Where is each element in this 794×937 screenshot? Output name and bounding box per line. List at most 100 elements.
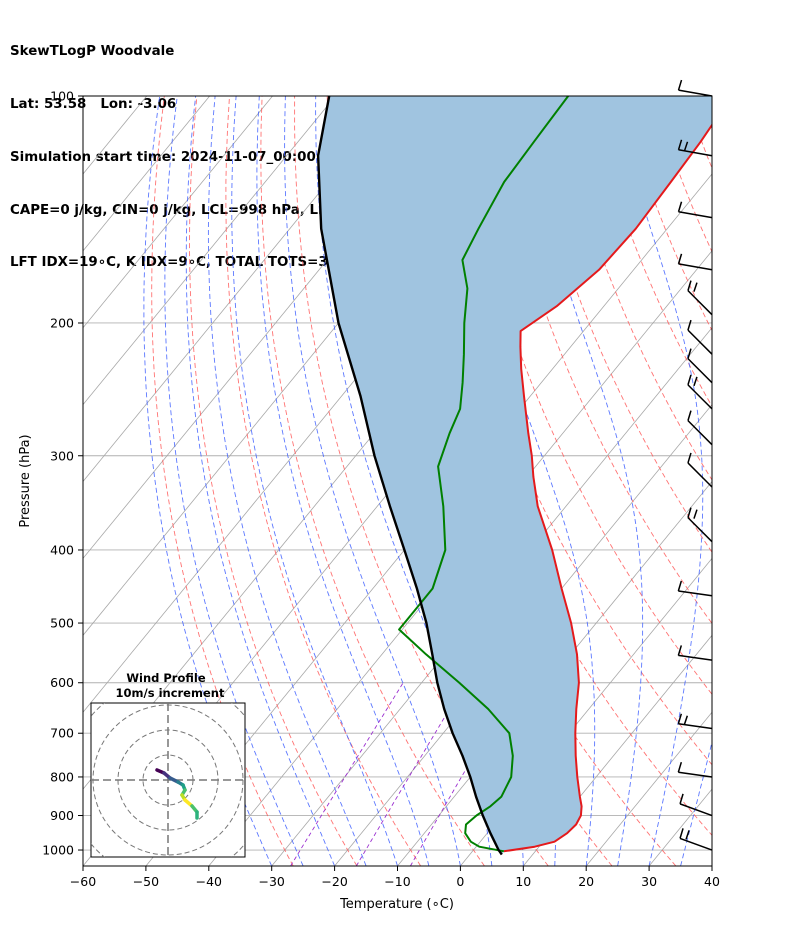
barb-staff	[687, 358, 713, 384]
y-tick-label: 200	[50, 315, 74, 330]
dry-adiabat	[151, 96, 294, 866]
wind-barb	[687, 507, 713, 543]
dry-adiabat	[652, 96, 712, 253]
y-tick-label: 100	[50, 89, 74, 104]
x-tick-label: 20	[578, 874, 594, 889]
wind-barb	[687, 319, 713, 355]
dry-adiabat	[260, 96, 485, 866]
x-tick-label: 0	[456, 874, 464, 889]
isotherm	[711, 865, 712, 866]
dewpoint-line	[398, 96, 570, 853]
dry-adiabat	[225, 96, 422, 866]
inset-title: Wind Profile	[126, 671, 206, 685]
barb-staff	[679, 803, 713, 817]
wind-barb	[687, 410, 713, 446]
wind-barb	[677, 201, 713, 219]
mixing-ratio-line	[355, 682, 466, 866]
wind-barbs	[677, 79, 713, 851]
barb-flag	[677, 645, 683, 656]
dry-adiabat	[489, 96, 712, 625]
dry-adiabat	[751, 96, 794, 866]
x-tick-label: −10	[384, 874, 410, 889]
moist-adiabat	[611, 96, 704, 866]
isotherm	[271, 327, 712, 866]
temperature-line	[503, 123, 712, 853]
barb-staff	[687, 384, 713, 410]
barb-flag	[687, 319, 692, 331]
barb-flag	[677, 762, 683, 773]
isotherm	[775, 96, 794, 866]
barb-staff	[687, 329, 713, 355]
isotherm	[585, 711, 712, 866]
barb-staff	[687, 420, 713, 446]
barb-flag	[683, 715, 689, 726]
y-tick-label: 700	[50, 726, 74, 741]
x-tick-label: −40	[196, 874, 222, 889]
barb-flag	[693, 509, 698, 519]
y-axis-label: Pressure (hPa)	[18, 434, 33, 527]
moist-adiabat	[519, 96, 644, 866]
barb-staff	[679, 837, 713, 851]
wind-barb	[677, 762, 713, 778]
barb-staff	[687, 462, 713, 488]
wind-barb	[677, 253, 713, 271]
barb-staff	[678, 771, 713, 778]
wind-barb	[687, 280, 713, 316]
barb-flag	[677, 580, 683, 592]
barb-flag	[677, 713, 683, 724]
moist-adiabat	[185, 96, 336, 866]
barb-staff	[687, 290, 713, 316]
moist-adiabat	[744, 96, 794, 866]
x-axis-label: Temperature (∘C)	[339, 897, 454, 912]
x-tick-label: 30	[641, 874, 657, 889]
y-tick-label: 600	[50, 675, 74, 690]
x-tick-label: −30	[259, 874, 285, 889]
wind-profile-inset	[90, 702, 246, 858]
barb-flag	[693, 376, 698, 387]
barb-flag	[687, 280, 692, 291]
barb-flag	[683, 141, 689, 152]
isotherm	[522, 634, 712, 866]
axes: −60 −50 −40 −30 −20 −10 0 10 20 30 40 100 200 300 400 5…	[42, 89, 720, 890]
wind-barb	[687, 348, 713, 384]
parcel-line	[316, 96, 503, 856]
dry-adiabat	[522, 96, 712, 554]
barb-flag	[693, 282, 698, 292]
wind-barb	[677, 713, 713, 730]
title-line-station: SkewTLogP Woodvale	[10, 44, 175, 60]
x-tick-label: 40	[704, 874, 720, 889]
isotherm	[83, 96, 85, 98]
mixing-ratio-line	[410, 682, 517, 866]
moist-adiabat	[256, 96, 430, 866]
barb-flag	[687, 410, 692, 421]
wind-barb	[687, 452, 713, 488]
x-tick-label: −20	[321, 874, 347, 889]
title-line-location: Lat: 53.58 Lon: -3.06	[10, 96, 177, 112]
y-tick-label: 800	[50, 769, 74, 784]
wind-barb	[679, 793, 713, 817]
barb-flag	[677, 201, 683, 212]
isotherm	[83, 96, 336, 406]
barb-flag	[677, 79, 683, 91]
moist-adiabat	[143, 96, 273, 866]
wind-barb	[677, 139, 713, 157]
y-tick-label: 1000	[42, 843, 74, 858]
x-tick-label: −60	[70, 874, 96, 889]
x-tick-label: 10	[515, 874, 531, 889]
wind-barb	[687, 374, 713, 410]
barb-staff	[678, 590, 713, 597]
y-tick-label: 900	[50, 808, 74, 823]
dry-adiabat	[391, 96, 712, 836]
barb-staff	[678, 723, 713, 730]
barb-staff	[678, 89, 713, 97]
dry-adiabat	[189, 96, 358, 866]
y-tick-label: 400	[50, 542, 74, 557]
barb-staff	[687, 517, 713, 543]
isotherm	[83, 96, 273, 329]
wind-barb	[679, 828, 713, 851]
dry-adiabat	[685, 96, 712, 170]
moist-adiabat	[284, 96, 461, 866]
isotherm	[334, 403, 712, 866]
barb-flag	[677, 139, 683, 151]
